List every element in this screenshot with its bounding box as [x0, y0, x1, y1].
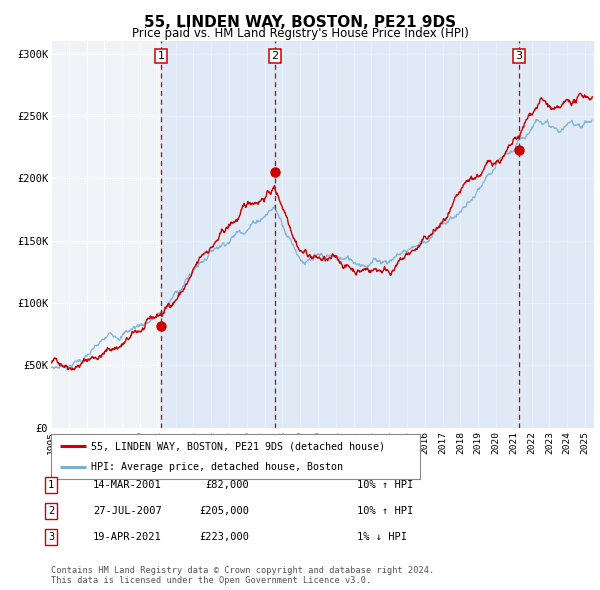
- Text: 55, LINDEN WAY, BOSTON, PE21 9DS (detached house): 55, LINDEN WAY, BOSTON, PE21 9DS (detach…: [91, 441, 385, 451]
- Text: 14-MAR-2001: 14-MAR-2001: [93, 480, 162, 490]
- Text: 2: 2: [271, 51, 278, 61]
- Text: HPI: Average price, detached house, Boston: HPI: Average price, detached house, Bost…: [91, 463, 343, 472]
- Text: 27-JUL-2007: 27-JUL-2007: [93, 506, 162, 516]
- Text: £82,000: £82,000: [205, 480, 249, 490]
- Text: 1: 1: [48, 480, 54, 490]
- Text: Contains HM Land Registry data © Crown copyright and database right 2024.
This d: Contains HM Land Registry data © Crown c…: [51, 566, 434, 585]
- Text: 10% ↑ HPI: 10% ↑ HPI: [357, 506, 413, 516]
- Text: 1: 1: [158, 51, 165, 61]
- Text: 2: 2: [48, 506, 54, 516]
- Text: 55, LINDEN WAY, BOSTON, PE21 9DS: 55, LINDEN WAY, BOSTON, PE21 9DS: [144, 15, 456, 30]
- Text: 3: 3: [515, 51, 523, 61]
- Bar: [161, 41, 275, 428]
- Bar: [275, 41, 519, 428]
- Text: 10% ↑ HPI: 10% ↑ HPI: [357, 480, 413, 490]
- Text: 1% ↓ HPI: 1% ↓ HPI: [357, 532, 407, 542]
- Text: 3: 3: [48, 532, 54, 542]
- Text: £223,000: £223,000: [199, 532, 249, 542]
- Text: Price paid vs. HM Land Registry's House Price Index (HPI): Price paid vs. HM Land Registry's House …: [131, 27, 469, 40]
- Bar: [519, 41, 594, 428]
- Text: 19-APR-2021: 19-APR-2021: [93, 532, 162, 542]
- Text: £205,000: £205,000: [199, 506, 249, 516]
